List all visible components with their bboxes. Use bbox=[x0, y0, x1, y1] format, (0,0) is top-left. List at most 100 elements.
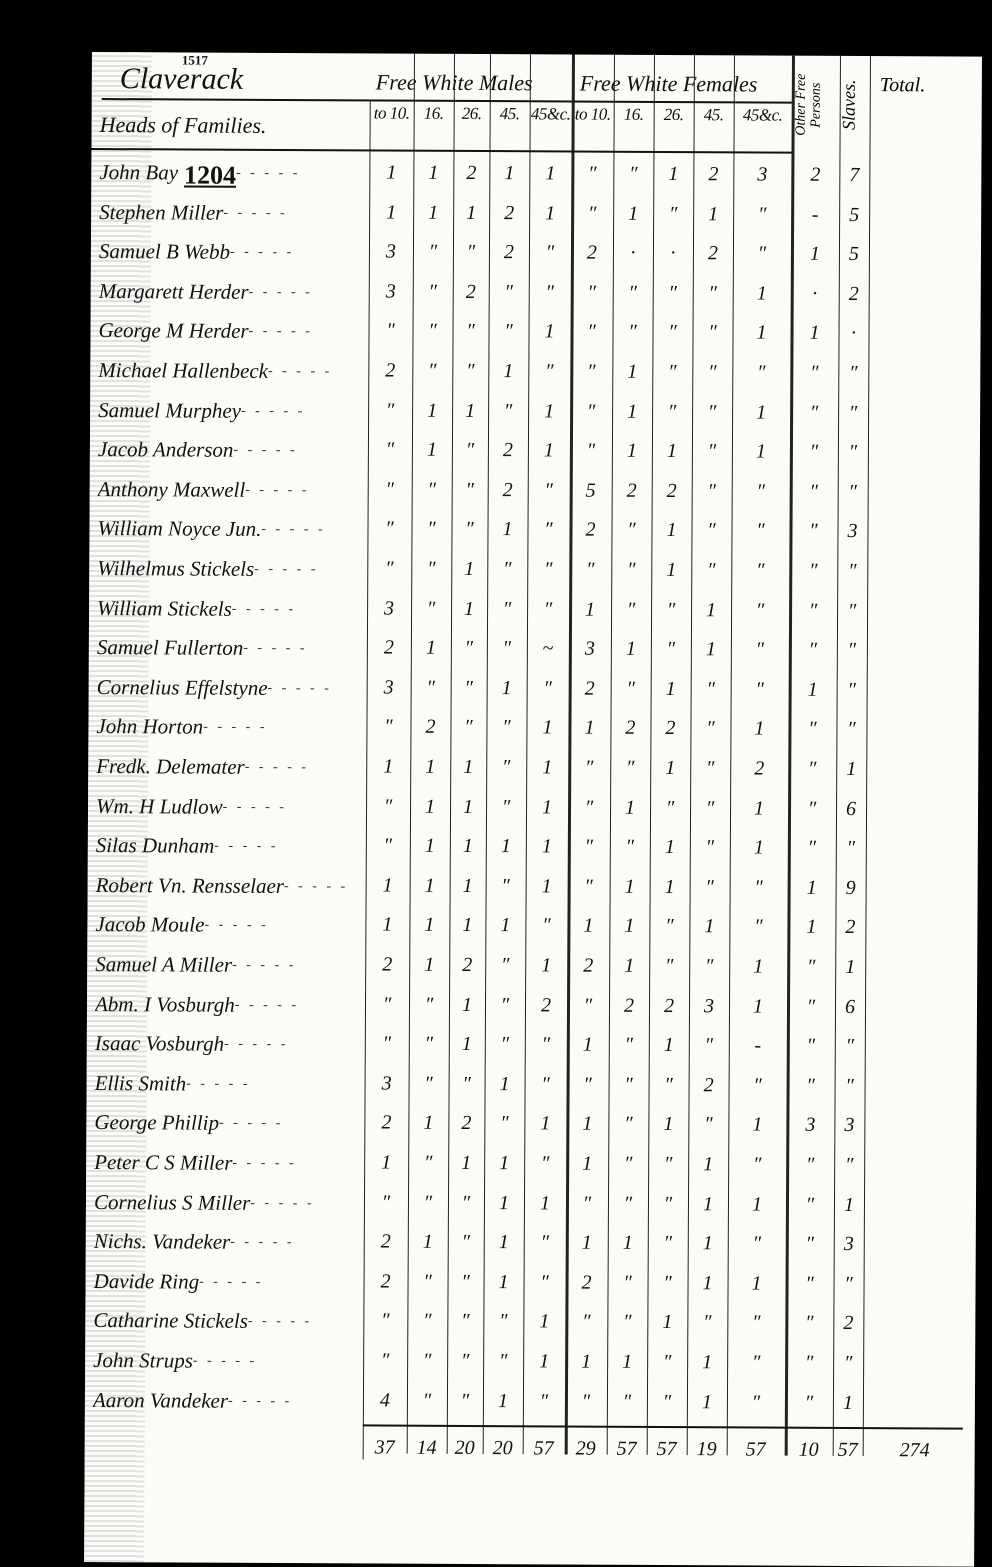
family-row: Nichs. Vandeker - - - - - 2 1 ″ 1 ″ 1 1 ″ 1 ″ ″ 3 bbox=[86, 1223, 976, 1268]
count-cell: ″ bbox=[708, 321, 717, 344]
count-cell: ″ bbox=[845, 1074, 854, 1097]
column-header: 45. bbox=[499, 104, 520, 124]
head-of-family-name: Cornelius Effelstyne bbox=[96, 674, 268, 700]
count-cell: ″ bbox=[423, 1191, 433, 1214]
count-cell: ″ bbox=[382, 1032, 392, 1055]
count-cell: ″ bbox=[544, 479, 553, 502]
count-cell: ″ bbox=[663, 1232, 673, 1255]
leader-dots: - - - - - bbox=[199, 1274, 264, 1290]
count-cell: 1 bbox=[462, 795, 474, 818]
count-cell: 1 bbox=[500, 835, 511, 858]
count-cell: ″ bbox=[664, 955, 674, 978]
count-cell: ″ bbox=[543, 597, 553, 621]
count-cell: ″ bbox=[808, 638, 818, 661]
count-cell: 1 bbox=[424, 834, 435, 857]
count-cell: 1 bbox=[754, 717, 765, 740]
leader-dots: - - - - - bbox=[223, 205, 288, 221]
leader-dots: - - - - - bbox=[218, 1116, 284, 1132]
count-cell: ″ bbox=[848, 480, 857, 503]
count-cell: ″ bbox=[706, 717, 715, 740]
count-cell: ″ bbox=[584, 796, 594, 819]
count-cell: 1 bbox=[424, 914, 435, 937]
count-cell: 2 bbox=[385, 359, 396, 382]
count-cell: 1 bbox=[541, 835, 552, 858]
count-cell: ″ bbox=[380, 1349, 390, 1372]
total-cell: 20 bbox=[492, 1437, 513, 1460]
count-cell: 3 bbox=[805, 1114, 816, 1137]
count-cell: 1 bbox=[581, 1231, 592, 1254]
count-cell: 1 bbox=[664, 836, 675, 859]
count-cell: ″ bbox=[808, 599, 818, 622]
count-cell: ″ bbox=[810, 361, 819, 384]
count-cell: ″ bbox=[843, 1351, 853, 1374]
family-row: Wilhelmus Stickels - - - - - ″ ″ 1 ″ ″ ″ ″ 1 ″ ″ ″ ″ bbox=[89, 550, 979, 595]
count-cell: 2 bbox=[585, 518, 596, 542]
count-cell: ″ bbox=[461, 1270, 470, 1293]
count-cell: 1 bbox=[663, 1034, 674, 1057]
count-cell: ″ bbox=[423, 1151, 433, 1174]
count-cell: ″ bbox=[464, 716, 473, 739]
totals-row: 37 14 20 20 57 29 57 57 19 57 10 57 274 bbox=[85, 1429, 975, 1474]
count-cell: 2 bbox=[465, 280, 476, 303]
count-cell: ″ bbox=[543, 677, 552, 700]
count-cell: ″ bbox=[544, 558, 553, 581]
count-cell: ″ bbox=[426, 597, 436, 620]
count-cell: 2 bbox=[584, 677, 595, 700]
total-cell: 57 bbox=[533, 1437, 554, 1460]
count-cell: 1 bbox=[665, 757, 676, 780]
count-cell: 1 bbox=[383, 755, 394, 778]
head-of-family-name: Fredk. Delemater bbox=[96, 754, 245, 779]
count-cell: ″ bbox=[848, 441, 858, 464]
count-cell: ″ bbox=[668, 202, 678, 225]
count-cell: 4 bbox=[379, 1389, 391, 1412]
leader-dots: - - - - - bbox=[244, 759, 310, 776]
count-cell: 2 bbox=[504, 201, 515, 224]
leader-dots: - - - - - bbox=[229, 244, 295, 261]
count-cell: 1 bbox=[465, 399, 476, 422]
count-cell: 1 bbox=[806, 876, 817, 899]
count-cell: ″ bbox=[426, 676, 435, 699]
count-cell: 2 bbox=[665, 717, 676, 740]
column-header: 45&c. bbox=[742, 105, 783, 125]
count-cell: 1 bbox=[625, 637, 636, 661]
count-cell: ″ bbox=[705, 796, 715, 819]
leader-dots: - - - - - bbox=[224, 1036, 289, 1053]
count-cell: 1 bbox=[662, 1311, 673, 1334]
count-cell: ″ bbox=[627, 558, 636, 581]
count-cell: ″ bbox=[624, 1113, 633, 1136]
head-of-family-name: Cornelius S Miller bbox=[93, 1189, 251, 1215]
family-row: George M Herder - - - - - ″ ″ ″ ″ 1 ″ ″ ″ ″ 1 1 · bbox=[90, 312, 980, 357]
count-cell: 1 bbox=[503, 360, 514, 383]
leader-dots: - - - - - bbox=[250, 1195, 315, 1211]
count-cell: 1 bbox=[462, 874, 473, 897]
count-cell: 3 bbox=[703, 994, 715, 1017]
count-cell: 1 bbox=[626, 439, 637, 463]
count-cell: 1 bbox=[753, 836, 764, 859]
count-cell: ″ bbox=[808, 757, 817, 780]
count-cell: 2 bbox=[380, 1230, 391, 1253]
count-cell: ″ bbox=[807, 836, 817, 859]
count-cell: ″ bbox=[461, 1191, 471, 1214]
column-header: 45&c. bbox=[530, 104, 571, 124]
grand-total: 274 bbox=[899, 1439, 930, 1462]
family-row: Ellis Smith - - - - - 3 ″ ″ 1 ″ ″ ″ ″ 2 ″ ″ ″ bbox=[86, 1065, 976, 1110]
count-cell: ″ bbox=[662, 1351, 672, 1374]
column-header: to 10. bbox=[574, 104, 611, 124]
family-row: Jacob Moule - - - - - 1 1 1 1 ″ 1 1 ″ 1 ″ 1 2 bbox=[87, 906, 977, 951]
count-cell: ″ bbox=[754, 915, 763, 938]
family-row: William Noyce Jun. - - - - - ″ ″ ″ 1 ″ 2 ″ 1 ″ ″ ″ 3 bbox=[89, 510, 979, 555]
count-cell: · bbox=[630, 242, 636, 265]
family-row: Samuel B Webb - - - - - 3 ″ ″ 2 ″ 2 · · 2 ″ 1 5 bbox=[91, 233, 981, 278]
count-cell: 3 bbox=[385, 280, 396, 303]
head-of-family-name: Jacob Moule bbox=[95, 912, 205, 937]
count-cell: 1 bbox=[708, 202, 719, 225]
count-cell: ″ bbox=[381, 1191, 391, 1214]
count-cell: 1 bbox=[539, 1350, 550, 1373]
family-row: Abm. I Vosburgh - - - - - ″ ″ 1 ″ 2 ″ 2 2 3 1 ″ 6 bbox=[87, 986, 977, 1031]
group-free-white-females: Free White Females bbox=[579, 70, 758, 97]
family-row: John Strups - - - - - ″ ″ ″ ″ 1 1 1 ″ 1 ″ ″ ″ bbox=[85, 1342, 975, 1387]
count-cell: 2 bbox=[461, 1112, 472, 1135]
family-row: Michael Hallenbeck - - - - - 2 ″ ″ 1 ″ ″ 1 ″ ″ ″ ″ ″ bbox=[90, 352, 980, 397]
count-cell: 5 bbox=[585, 479, 596, 502]
column-header: to 10. bbox=[373, 103, 410, 123]
